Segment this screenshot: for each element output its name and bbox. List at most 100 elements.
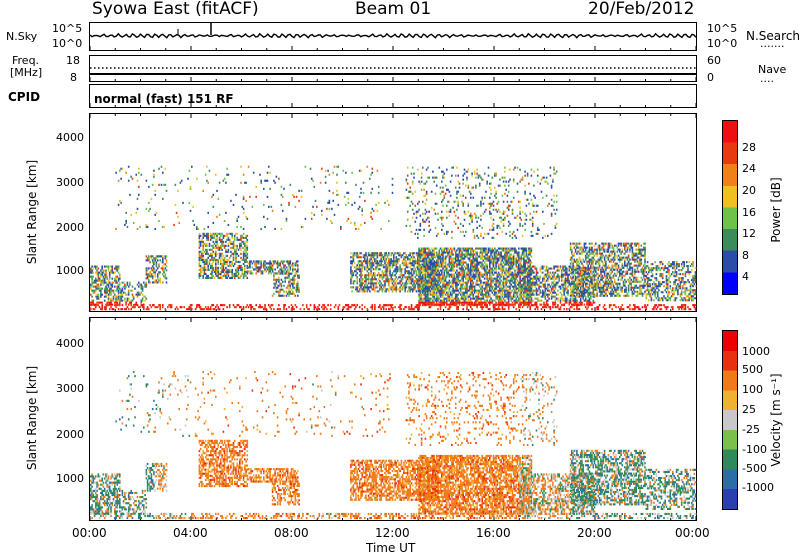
power-cell <box>440 187 442 189</box>
power-cell <box>502 296 504 298</box>
power-cell <box>523 258 525 260</box>
power-cell <box>276 289 278 291</box>
power-cell <box>409 205 411 207</box>
power-cell <box>375 284 377 286</box>
power-cell <box>500 280 502 282</box>
power-cell <box>427 272 429 274</box>
power-cell <box>239 261 241 263</box>
power-cell <box>471 280 473 282</box>
power-cell <box>387 268 389 270</box>
power-cell <box>445 264 447 266</box>
power-cell <box>231 237 233 239</box>
power-cell <box>113 290 115 292</box>
power-cell <box>404 290 406 292</box>
power-cell <box>114 272 116 274</box>
power-cell <box>430 292 432 294</box>
power-cell <box>283 295 285 297</box>
power-cell <box>199 253 201 255</box>
power-cell <box>290 291 292 293</box>
power-cell <box>218 245 220 247</box>
power-cell <box>363 282 365 284</box>
power-cell <box>221 239 223 241</box>
power-cell <box>359 278 361 280</box>
power-cell <box>493 205 495 207</box>
power-cell <box>100 284 102 286</box>
power-cell <box>462 203 464 205</box>
power-cell <box>213 275 215 277</box>
power-cell <box>379 284 381 286</box>
power-cell <box>166 269 168 271</box>
power-cell <box>382 260 384 262</box>
power-cell <box>378 272 380 274</box>
power-cell <box>513 294 515 296</box>
power-cell <box>389 264 391 266</box>
power-cell <box>99 272 101 274</box>
power-cell <box>519 207 521 209</box>
power-cell <box>495 197 497 199</box>
power-cell <box>392 282 394 284</box>
power-cell <box>493 219 495 221</box>
power-cell <box>526 248 528 250</box>
power-cell <box>432 254 434 256</box>
power-cell <box>522 298 524 300</box>
power-cell <box>207 235 209 237</box>
power-cell <box>397 278 399 280</box>
power-cell <box>375 282 377 284</box>
power-cell <box>497 262 499 264</box>
power-cell <box>243 263 245 265</box>
power-cell <box>555 227 557 229</box>
power-cell <box>385 258 387 260</box>
power-cell <box>406 254 408 256</box>
power-cell <box>351 262 353 264</box>
power-cell <box>481 262 483 264</box>
power-cell <box>490 213 492 215</box>
power-cell <box>529 260 531 262</box>
power-cell <box>106 292 108 294</box>
power-cell <box>423 286 425 288</box>
power-cell <box>396 286 398 288</box>
power-cell <box>231 277 233 279</box>
power-cell <box>374 274 376 276</box>
power-cell <box>473 197 475 199</box>
power-cell <box>377 280 379 282</box>
power-cell <box>90 288 92 290</box>
power-cell <box>393 256 395 258</box>
power-cell <box>200 273 202 275</box>
power-cell <box>462 231 464 233</box>
power-cell <box>499 296 501 298</box>
power-cell <box>464 169 466 171</box>
power-cell <box>490 290 492 292</box>
power-cell <box>422 272 424 274</box>
power-cell <box>406 179 408 181</box>
power-cell <box>421 258 423 260</box>
power-cell <box>499 227 501 229</box>
power-cell <box>210 233 212 235</box>
power-cell <box>436 235 438 237</box>
power-cell <box>427 256 429 258</box>
power-cell <box>166 265 168 267</box>
power-cell <box>411 270 413 272</box>
power-cell <box>440 193 442 195</box>
power-cell <box>509 286 511 288</box>
power-cell <box>479 290 481 292</box>
power-cell <box>367 258 369 260</box>
power-cell <box>499 278 501 280</box>
power-cell <box>412 203 414 205</box>
power-cell <box>514 235 516 237</box>
power-cell <box>428 177 430 179</box>
power-cell <box>513 181 515 183</box>
power-cell <box>489 248 491 250</box>
power-cell <box>456 266 458 268</box>
power-cell <box>435 268 437 270</box>
power-cell <box>536 288 538 290</box>
power-cell <box>489 274 491 276</box>
power-cell <box>431 298 433 300</box>
power-cell <box>105 296 107 298</box>
power-cell <box>480 203 482 205</box>
power-cell <box>462 284 464 286</box>
power-cell <box>115 278 117 280</box>
power-cell <box>524 266 526 268</box>
power-cell <box>106 278 108 280</box>
power-cell <box>476 282 478 284</box>
power-cell <box>379 268 381 270</box>
